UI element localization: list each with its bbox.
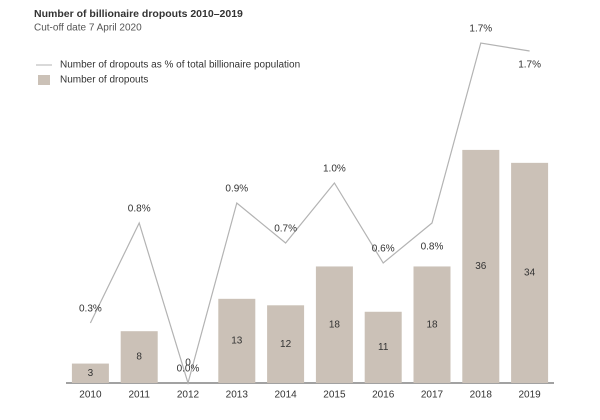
bar-value-label: 0 bbox=[185, 358, 191, 369]
bar bbox=[462, 149, 500, 383]
x-tick-label: 2018 bbox=[470, 390, 493, 401]
x-tick-label: 2010 bbox=[79, 390, 102, 401]
bar bbox=[267, 305, 305, 383]
bar-value-label: 3 bbox=[88, 368, 94, 379]
line bbox=[89, 42, 530, 386]
legend-label: Number of dropouts bbox=[60, 75, 148, 86]
line-value-label: 0.6% bbox=[372, 244, 395, 255]
line-value-label: 0.7% bbox=[274, 224, 297, 235]
line-value-label: 1.7% bbox=[469, 24, 492, 35]
chart-title: Number of billionaire dropouts 2010–2019 bbox=[34, 8, 243, 20]
x-tick-label: 2019 bbox=[518, 390, 541, 401]
bar bbox=[71, 363, 109, 383]
x-tick-label: 2012 bbox=[177, 390, 200, 401]
bar bbox=[315, 266, 353, 383]
x-tick-label: 2015 bbox=[323, 390, 346, 401]
line-value-label: 1.7% bbox=[518, 60, 541, 71]
x-tick-label: 2017 bbox=[421, 390, 444, 401]
bar-value-label: 11 bbox=[378, 342, 389, 353]
x-tick-label: 2016 bbox=[372, 390, 395, 401]
x-tick-label: 2014 bbox=[274, 390, 297, 401]
bar-value-label: 8 bbox=[136, 352, 142, 363]
bar-value-label: 18 bbox=[329, 319, 341, 330]
bar-value-label: 34 bbox=[524, 268, 536, 279]
bar-value-label: 18 bbox=[426, 319, 438, 330]
bar bbox=[120, 331, 158, 383]
legend-label: Number of dropouts as % of total billion… bbox=[60, 60, 300, 71]
x-tick-label: 2011 bbox=[128, 390, 150, 401]
x-tick-label: 2013 bbox=[226, 390, 249, 401]
bar bbox=[218, 298, 256, 383]
bar-value-label: 36 bbox=[475, 261, 487, 272]
bar bbox=[511, 162, 549, 383]
bar-value-label: 13 bbox=[231, 336, 243, 347]
bar bbox=[413, 266, 451, 383]
line-value-label: 0.3% bbox=[79, 304, 102, 315]
line-value-label: 0.0% bbox=[177, 364, 200, 375]
legend-bar-swatch bbox=[38, 75, 50, 85]
bar bbox=[364, 311, 402, 383]
chart-subtitle: Cut-off date 7 April 2020 bbox=[34, 23, 142, 34]
line-value-label: 0.8% bbox=[421, 242, 444, 253]
bar-value-label: 12 bbox=[280, 339, 292, 350]
line-value-label: 0.9% bbox=[225, 184, 248, 195]
line-value-label: 1.0% bbox=[323, 164, 346, 175]
line-value-label: 0.8% bbox=[128, 204, 151, 215]
